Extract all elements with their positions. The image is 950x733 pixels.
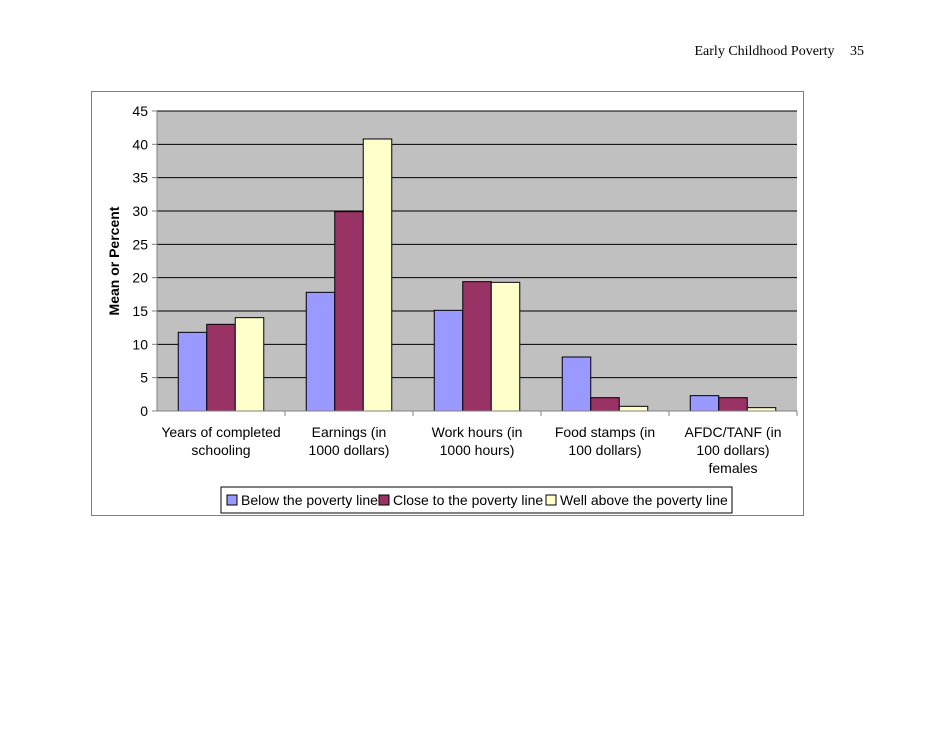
x-tick-label: AFDC/TANF (in [685, 424, 782, 440]
legend-label: Below the poverty line [241, 492, 378, 508]
y-tick-label: 15 [132, 303, 148, 319]
legend-swatch [545, 494, 557, 506]
bar [689, 395, 720, 412]
x-tick-label: Work hours (in [432, 424, 523, 440]
bar [362, 138, 393, 412]
y-tick-label: 30 [132, 203, 148, 219]
legend: Below the poverty line Close to the pover… [220, 486, 733, 514]
running-title: Early Childhood Poverty [694, 44, 835, 59]
y-tick-label: 25 [132, 236, 148, 252]
x-tick-label: 1000 dollars) [309, 442, 390, 458]
legend-swatch [378, 494, 390, 506]
running-header: Early Childhood Poverty 35 [695, 44, 865, 60]
y-tick-label: 35 [132, 170, 148, 186]
x-tick-label: 100 dollars) [696, 442, 769, 458]
y-tick-label: 10 [132, 336, 148, 352]
y-axis-label: Mean or Percent [106, 206, 122, 315]
x-tick-label: schooling [191, 442, 250, 458]
x-tick-label: Food stamps (in [555, 424, 655, 440]
x-tick-label: Earnings (in [312, 424, 387, 440]
x-tick-label: females [708, 460, 757, 476]
bar [206, 323, 236, 412]
bar [462, 281, 492, 412]
chart-frame: 0 5 10 15 20 25 30 35 40 45 Years of completed sch… [91, 91, 804, 516]
bar [718, 397, 748, 412]
x-category-labels: Years of completed schooling Earnings (in 1… [161, 424, 781, 476]
bars [177, 138, 777, 412]
bar [433, 309, 464, 412]
y-tick-label: 45 [132, 103, 148, 119]
legend-label: Close to the poverty line [393, 492, 543, 508]
x-tick-label: 1000 hours) [440, 442, 515, 458]
x-tick-label: 100 dollars) [568, 442, 641, 458]
y-tick-labels: 0 5 10 15 20 25 30 35 40 45 [132, 103, 148, 419]
bar [334, 211, 364, 412]
bar [177, 331, 208, 412]
axes [152, 110, 798, 416]
y-tick-label: 0 [140, 403, 148, 419]
legend-swatch [226, 494, 238, 506]
bar [234, 317, 265, 412]
legend-label: Well above the poverty line [560, 492, 728, 508]
bar-chart: 0 5 10 15 20 25 30 35 40 45 Years of completed sch… [106, 103, 798, 514]
legend-box [220, 486, 733, 514]
bar [618, 405, 649, 412]
page-number: 35 [850, 44, 864, 59]
y-tick-label: 5 [140, 370, 148, 386]
y-tick-label: 20 [132, 270, 148, 286]
bar [305, 291, 336, 412]
bar [590, 397, 620, 412]
x-tick-label: Years of completed [161, 424, 280, 440]
bar [561, 356, 592, 412]
y-tick-label: 40 [132, 136, 148, 152]
bar [490, 281, 521, 412]
